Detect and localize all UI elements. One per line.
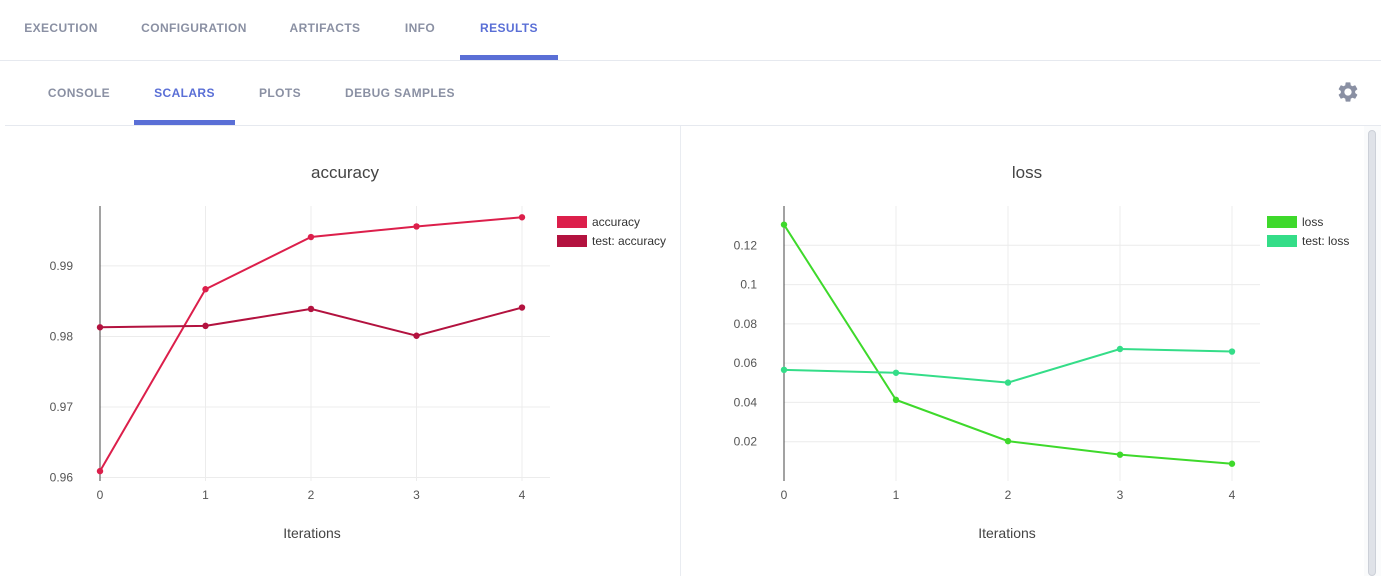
legend-swatch-loss[interactable] — [1267, 216, 1297, 228]
tab-info[interactable]: INFO — [404, 21, 436, 35]
chart-title: accuracy — [311, 163, 380, 182]
legend-label-accuracy[interactable]: accuracy — [592, 215, 640, 229]
active-tab-indicator — [460, 55, 558, 60]
loss-chart-panel: loss 0.02 0.04 0.06 0.08 0.1 0.12 0 1 2 3 4 Iteratio… — [682, 126, 1362, 576]
x-tick-label: 0 — [97, 488, 104, 502]
data-point-loss[interactable] — [1228, 460, 1236, 467]
tab-configuration[interactable]: CONFIGURATION — [141, 21, 247, 35]
x-tick-label: 4 — [519, 488, 526, 502]
x-axis-label: Iterations — [283, 525, 341, 541]
data-point-test-accuracy[interactable] — [202, 322, 209, 330]
y-tick-label: 0.02 — [734, 435, 758, 449]
x-tick-label: 3 — [413, 488, 420, 502]
chart-title: loss — [1012, 163, 1042, 182]
x-tick-label: 4 — [1229, 488, 1236, 502]
data-point-accuracy[interactable] — [518, 214, 526, 221]
main-tabs: EXECUTION CONFIGURATION ARTIFACTS INFO R… — [0, 0, 1381, 61]
y-tick-label: 0.06 — [734, 356, 758, 370]
tab-artifacts[interactable]: ARTIFACTS — [289, 21, 361, 35]
data-point-test-accuracy[interactable] — [307, 305, 315, 313]
data-point-accuracy[interactable] — [413, 223, 420, 230]
data-point-test-loss[interactable] — [780, 366, 788, 374]
legend-label-test-loss[interactable]: test: loss — [1302, 234, 1349, 248]
scrollbar-thumb[interactable] — [1368, 130, 1376, 576]
y-tick-label: 0.99 — [50, 259, 74, 273]
x-tick-label: 2 — [308, 488, 315, 502]
data-point-loss[interactable] — [1116, 451, 1124, 458]
y-tick-label: 0.12 — [734, 238, 758, 252]
gear-icon[interactable] — [1336, 80, 1360, 104]
x-axis-label: Iterations — [978, 525, 1036, 541]
y-tick-label: 0.96 — [50, 470, 74, 484]
data-point-test-loss[interactable] — [1004, 379, 1012, 386]
x-tick-label: 2 — [1005, 488, 1012, 502]
data-point-test-accuracy[interactable] — [96, 324, 104, 331]
data-point-test-loss[interactable] — [1228, 348, 1236, 355]
active-subtab-indicator — [134, 120, 235, 125]
data-point-loss[interactable] — [780, 221, 788, 228]
scrollbar[interactable] — [1364, 126, 1381, 576]
data-point-test-accuracy[interactable] — [518, 304, 526, 311]
legend-swatch-test-accuracy[interactable] — [557, 235, 587, 247]
y-tick-label: 0.98 — [50, 329, 74, 343]
tab-execution[interactable]: EXECUTION — [24, 21, 98, 35]
data-point-accuracy[interactable] — [307, 233, 315, 241]
legend-swatch-test-loss[interactable] — [1267, 235, 1297, 247]
legend-label-test-accuracy[interactable]: test: accuracy — [592, 234, 666, 248]
accuracy-chart-panel: accuracy 0.96 0.97 0.98 0.99 0 1 2 3 4 Iterations a… — [5, 126, 681, 576]
legend-label-loss[interactable]: loss — [1302, 215, 1323, 229]
results-subtabs: CONSOLE SCALARS PLOTS DEBUG SAMPLES — [5, 61, 1381, 126]
subtab-scalars[interactable]: SCALARS — [134, 61, 235, 125]
x-tick-label: 1 — [893, 488, 900, 502]
y-tick-label: 0.08 — [734, 317, 758, 331]
y-tick-label: 0.97 — [50, 400, 74, 414]
tab-results[interactable]: RESULTS — [460, 0, 558, 60]
subtab-console[interactable]: CONSOLE — [47, 86, 111, 100]
data-point-test-loss[interactable] — [892, 369, 900, 376]
subtab-plots[interactable]: PLOTS — [258, 86, 301, 100]
data-point-test-loss[interactable] — [1116, 345, 1124, 353]
data-point-accuracy[interactable] — [202, 286, 209, 293]
y-tick-label: 0.04 — [734, 395, 758, 409]
tab-results-label: RESULTS — [480, 21, 538, 35]
x-tick-label: 3 — [1117, 488, 1124, 502]
subtab-scalars-label: SCALARS — [154, 86, 215, 100]
data-point-loss[interactable] — [1004, 437, 1012, 445]
accuracy-chart[interactable]: accuracy 0.96 0.97 0.98 0.99 0 1 2 3 4 Iterations a… — [5, 126, 681, 576]
x-tick-label: 1 — [202, 488, 209, 502]
data-point-test-accuracy[interactable] — [413, 332, 420, 339]
x-tick-label: 0 — [781, 488, 788, 502]
subtab-debug-samples[interactable]: DEBUG SAMPLES — [345, 86, 455, 100]
y-tick-label: 0.1 — [740, 278, 757, 292]
legend-swatch-accuracy[interactable] — [557, 216, 587, 228]
data-point-loss[interactable] — [892, 396, 900, 404]
loss-chart[interactable]: loss 0.02 0.04 0.06 0.08 0.1 0.12 0 1 2 3 4 Iteratio… — [682, 126, 1362, 576]
data-point-accuracy[interactable] — [96, 467, 104, 475]
